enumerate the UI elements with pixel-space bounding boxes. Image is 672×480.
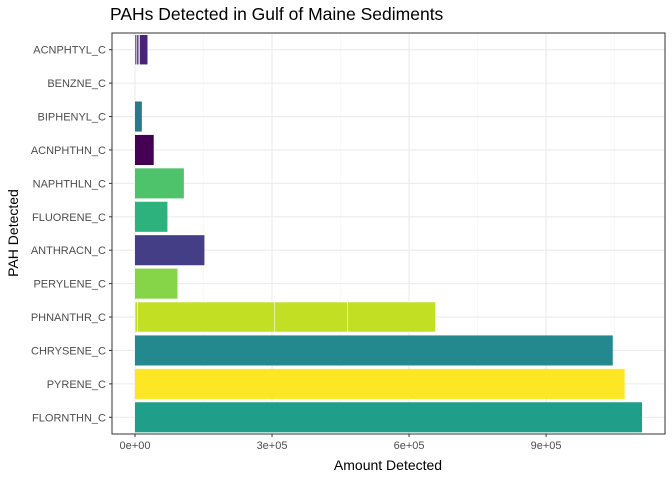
y-tick-label: ACNPHTYL_C	[33, 45, 106, 57]
y-tick-label: PERYLENE_C	[33, 279, 106, 291]
y-tick-label: ANTHRACN_C	[31, 245, 106, 257]
y-axis-title: PAH Detected	[5, 189, 21, 277]
bar-acnphthn-c	[135, 134, 154, 165]
bar-chrysene-c	[135, 335, 613, 366]
y-tick-label: BIPHENYL_C	[38, 112, 107, 124]
chart-title: PAHs Detected in Gulf of Maine Sediments	[110, 4, 444, 24]
x-tick-label: 9e+05	[531, 440, 562, 452]
y-tick-label: ACNPHTHN_C	[31, 145, 106, 157]
bar-naphthln-c	[135, 168, 184, 199]
x-axis-title: Amount Detected	[334, 457, 442, 473]
bars	[134, 34, 642, 433]
bar-biphenyl-c	[135, 101, 142, 132]
x-tick-label: 3e+05	[257, 440, 288, 452]
y-tick-label: FLUORENE_C	[32, 212, 106, 224]
bar-pyrene-c	[135, 368, 625, 399]
y-tick-label: CHRYSENE_C	[31, 345, 106, 357]
bar-flornthn-c	[135, 402, 642, 433]
bar-phnanthr-c-segment-3	[274, 301, 348, 333]
bar-acnphtyl-c-segment-4	[139, 34, 149, 66]
bar-phnanthr-c-segment-1	[134, 301, 139, 333]
panel-border	[111, 32, 666, 435]
x-tick-label: 0e+00	[120, 440, 151, 452]
bar-phnanthr-c-segment-4	[347, 301, 436, 333]
bar-fluorene-c	[135, 201, 168, 232]
y-tick-label: NAPHTHLN_C	[33, 178, 106, 190]
bar-perylene-c	[135, 268, 178, 299]
y-axis: ACNPHTYL_C BENZNE_C BIPHENYL_C ACNPHTHN_C NA…	[31, 45, 112, 424]
y-tick-label: FLORNTHN_C	[32, 412, 106, 424]
bar-anthracn-c	[135, 235, 205, 266]
y-tick-label: PHNANTHR_C	[31, 312, 106, 324]
x-axis: 0e+00 3e+05 6e+05 9e+05	[120, 434, 562, 452]
x-tick-label: 6e+05	[394, 440, 425, 452]
y-tick-label: PYRENE_C	[47, 379, 106, 391]
bar-phnanthr-c-segment-2	[137, 301, 276, 333]
y-tick-label: BENZNE_C	[47, 78, 106, 90]
